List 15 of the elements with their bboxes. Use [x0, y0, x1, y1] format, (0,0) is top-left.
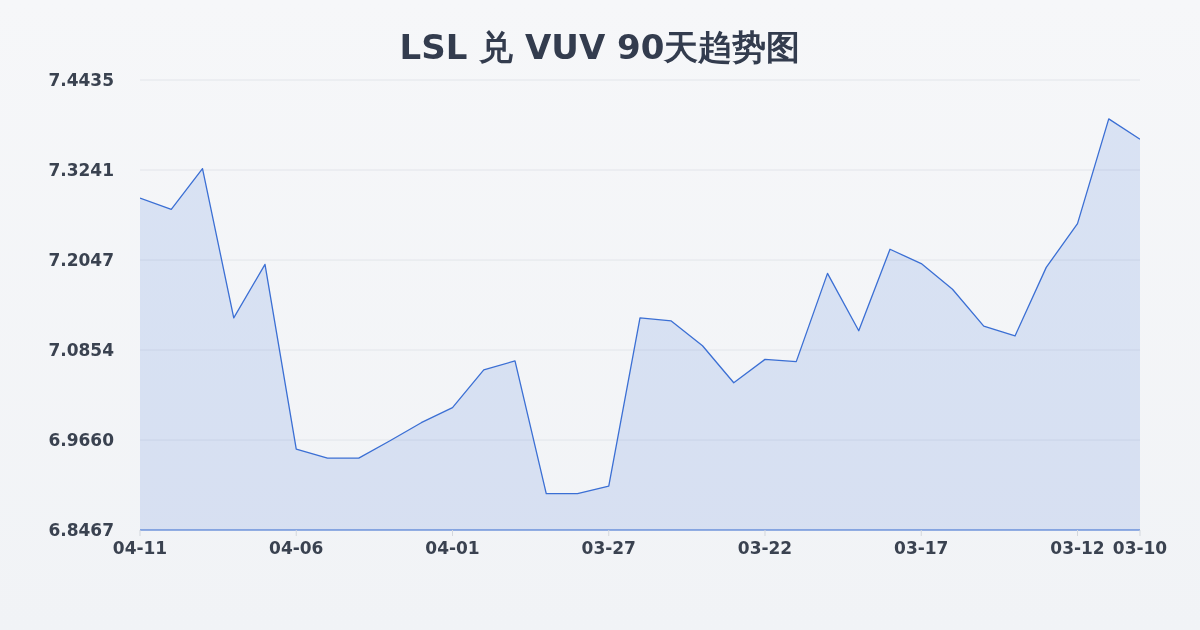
x-tick-label: 04-06 [269, 538, 324, 559]
x-tick-label: 03-12 [1050, 538, 1105, 559]
x-tick-label: 04-11 [112, 538, 168, 559]
x-tick-label: 03-17 [894, 538, 949, 559]
y-tick-label: 6.9660 [48, 430, 115, 451]
y-tick-label: 7.0854 [48, 340, 115, 361]
y-tick-label: 7.2047 [48, 250, 114, 271]
x-tick-label: 03-27 [581, 538, 636, 559]
x-tick-label: 04-01 [425, 538, 480, 559]
y-tick-label: 7.4435 [48, 70, 114, 91]
x-tick-label: 03-10 [1112, 538, 1168, 559]
chart-title: LSL 兑 VUV 90天趋势图 [398, 26, 802, 69]
x-tick-label: 03-22 [737, 538, 793, 559]
y-tick-label: 7.3241 [48, 160, 114, 181]
y-tick-label: 6.8467 [48, 520, 114, 541]
